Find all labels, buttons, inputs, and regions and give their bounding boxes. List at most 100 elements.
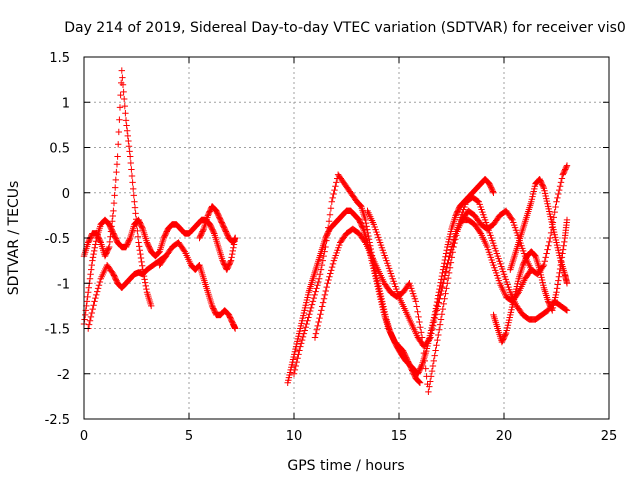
data-point: [446, 252, 453, 260]
data-point: [180, 247, 188, 254]
data-point: [316, 275, 323, 282]
data-point: [85, 289, 92, 296]
series-arc-7: [290, 171, 424, 386]
data-point: [531, 251, 538, 259]
data-point: [126, 236, 133, 243]
data-point: [320, 252, 327, 260]
data-point: [544, 246, 551, 253]
data-point: [359, 224, 366, 231]
data-point: [431, 352, 438, 359]
data-point: [443, 264, 450, 271]
y-tick-label: 1: [62, 96, 70, 111]
data-point: [134, 233, 142, 240]
data-point: [324, 280, 331, 287]
series-arc-2: [80, 67, 155, 310]
data-point: [439, 283, 446, 291]
data-point: [128, 166, 135, 173]
data-point: [142, 279, 149, 286]
data-point: [298, 340, 305, 347]
data-point: [299, 333, 307, 341]
data-point: [113, 168, 120, 176]
data-point: [324, 230, 331, 238]
data-point: [81, 316, 88, 323]
data-point: [527, 267, 534, 275]
data-point: [319, 303, 326, 310]
data-point: [90, 302, 97, 309]
data-point: [437, 316, 445, 323]
data-point: [439, 305, 446, 313]
data-point: [83, 298, 91, 305]
data-point: [556, 269, 563, 277]
data-point: [362, 216, 369, 224]
data-point: [557, 179, 565, 186]
data-point: [451, 233, 458, 240]
data-point: [142, 282, 149, 290]
y-axis-label: SDTVAR / TECUs: [6, 181, 22, 296]
data-point: [320, 295, 328, 302]
data-point: [327, 270, 334, 277]
data-point: [315, 318, 322, 326]
data-point: [547, 234, 554, 242]
data-point: [86, 317, 94, 324]
data-point: [433, 298, 441, 306]
data-point: [514, 290, 521, 297]
data-point: [313, 285, 320, 292]
data-point: [312, 288, 319, 295]
data-point: [122, 117, 130, 124]
data-point: [92, 294, 99, 302]
data-point: [107, 228, 115, 235]
data-point: [91, 298, 98, 305]
data-point: [93, 291, 100, 299]
data-point: [540, 261, 548, 269]
data-point: [448, 243, 456, 250]
data-point: [310, 294, 317, 302]
data-point: [364, 226, 371, 233]
data-point: [540, 183, 547, 191]
data-point: [96, 278, 104, 286]
data-point: [228, 254, 235, 261]
data-point: [121, 102, 128, 110]
data-point: [430, 318, 438, 326]
data-point: [563, 280, 571, 287]
data-point: [430, 357, 437, 365]
y-tick-label: -2.5: [45, 413, 70, 428]
data-point: [137, 250, 144, 258]
data-point: [306, 311, 313, 318]
data-point: [91, 244, 98, 251]
data-point: [442, 253, 449, 260]
data-point: [449, 239, 457, 247]
data-point: [418, 362, 425, 370]
data-point: [541, 258, 548, 265]
data-point: [429, 326, 436, 333]
data-point: [199, 227, 207, 234]
data-point: [559, 246, 567, 253]
data-point: [436, 326, 443, 333]
data-point: [111, 192, 118, 199]
data-point: [414, 308, 421, 315]
data-point: [356, 201, 364, 209]
data-point: [129, 179, 136, 186]
y-tick-label: 1.5: [49, 51, 70, 66]
data-point: [82, 311, 89, 319]
data-point: [318, 307, 325, 314]
data-point: [555, 190, 562, 198]
data-point: [438, 272, 446, 280]
series-arc-5: [196, 203, 239, 246]
data-point: [227, 258, 234, 266]
data-point: [88, 261, 95, 269]
data-point: [412, 298, 419, 305]
x-tick-label: 20: [496, 429, 513, 444]
data-point: [297, 343, 304, 350]
data-point: [132, 210, 139, 217]
data-point: [555, 277, 562, 284]
data-point: [113, 161, 121, 168]
data-point: [323, 283, 330, 291]
data-point: [94, 285, 102, 292]
data-point: [135, 239, 142, 246]
data-point: [308, 301, 316, 308]
data-point: [416, 318, 423, 326]
data-point: [440, 276, 448, 283]
data-point: [427, 378, 434, 385]
data-point: [443, 285, 450, 292]
